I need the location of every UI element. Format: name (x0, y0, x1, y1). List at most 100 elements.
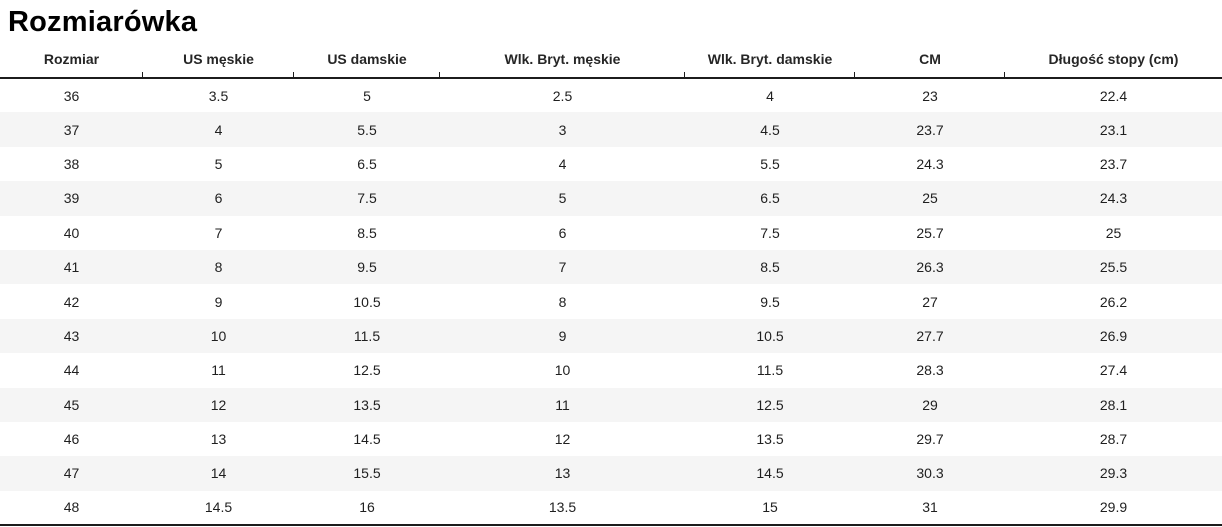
table-cell: 44 (63, 362, 80, 379)
table-cell: 14.5 (756, 465, 784, 482)
table-row: 37 4 5.5 3 4.5 23.7 23.1 (0, 112, 1222, 147)
table-row: 36 3.5 5 2.5 4 23 22.4 (0, 78, 1222, 112)
table-cell: 6.5 (357, 155, 377, 172)
table-cell: 7.5 (760, 224, 780, 241)
table-cell: 37 (63, 121, 80, 138)
table-cell: 16 (359, 499, 375, 516)
table-row: 38 5 6.5 4 5.5 24.3 23.7 (0, 147, 1222, 181)
table-cell: 8 (214, 259, 223, 276)
table-cell: 7 (558, 259, 567, 276)
table-cell: 14.5 (353, 431, 381, 448)
table-cell: 5 (363, 87, 371, 104)
table-cell: 5.5 (760, 155, 780, 172)
table-cell: 4 (766, 87, 774, 104)
table-cell: 9 (214, 293, 223, 310)
table-cell: 6 (214, 190, 223, 207)
table-cell: 27 (922, 293, 938, 310)
table-cell: 48 (63, 499, 80, 516)
table-cell: 9.5 (357, 259, 377, 276)
table-row: 46 13 14.5 12 13.5 29.7 28.7 (0, 422, 1222, 456)
table-cell: 47 (63, 465, 80, 482)
column-header: US damskie (293, 40, 440, 79)
table-cell: 36 (63, 87, 80, 104)
table-cell: 23 (922, 87, 938, 104)
table-cell: 42 (63, 293, 80, 310)
table-cell: 29 (922, 396, 938, 413)
table-row: 47 14 15.5 13 14.5 30.3 29.3 (0, 456, 1222, 491)
table-cell: 10.5 (353, 293, 381, 310)
table-cell: 38 (63, 155, 80, 172)
table-cell: 6.5 (760, 190, 780, 207)
table-cell: 26.3 (916, 259, 944, 276)
table-cell: 13.5 (548, 499, 577, 516)
table-cell: 41 (63, 259, 80, 276)
table-cell: 9 (558, 327, 567, 344)
table-cell: 13 (210, 431, 227, 448)
table-cell: 25 (922, 190, 938, 207)
table-cell: 25.7 (916, 224, 944, 241)
table-row: 43 10 11.5 9 10.5 27.7 26.9 (0, 318, 1222, 354)
column-header: US męskie (142, 40, 294, 79)
table-cell: 15.5 (353, 465, 381, 482)
table-cell: 13.5 (353, 396, 381, 413)
table-cell: 8 (558, 293, 567, 310)
table-cell: 24.3 (1099, 190, 1128, 207)
table-cell: 2.5 (552, 87, 573, 104)
table-cell: 29.9 (1099, 499, 1128, 516)
table-cell: 27.4 (1099, 362, 1128, 379)
table-row: 40 7 8.5 6 7.5 25.7 25 (0, 216, 1222, 250)
table-cell: 12 (210, 396, 227, 413)
table-cell: 28.1 (1099, 396, 1128, 413)
header-row: Rozmiar US męskie US damskie Wlk. Bryt. męs… (0, 40, 1222, 79)
table-cell: 14 (210, 465, 227, 482)
column-header: Rozmiar (0, 40, 143, 79)
table-cell: 4 (214, 121, 223, 138)
table-cell: 46 (63, 431, 80, 448)
table-row: 39 6 7.5 5 6.5 25 24.3 (0, 181, 1222, 216)
table-cell: 4 (558, 155, 567, 172)
table-cell: 25 (1105, 224, 1122, 241)
table-body: 36 3.5 5 2.5 4 23 22.4 37 4 5.5 3 4.5 23.7 23.1 38 5 6.5… (0, 78, 1222, 525)
table-cell: 11.5 (756, 362, 784, 379)
table-cell: 39 (63, 190, 80, 207)
column-header: Długość stopy (cm) (1004, 40, 1222, 79)
table-header: Rozmiar US męskie US damskie Wlk. Bryt. męs… (0, 40, 1222, 79)
table-cell: 24.3 (916, 155, 944, 172)
table-cell: 14.5 (204, 499, 233, 516)
table-cell: 27.7 (916, 327, 944, 344)
table-cell: 4.5 (760, 121, 780, 138)
table-cell: 29.7 (916, 431, 944, 448)
table-cell: 6 (558, 224, 567, 241)
table-cell: 23.7 (916, 121, 944, 138)
table-cell: 10 (554, 362, 571, 379)
table-cell: 15 (762, 499, 778, 516)
table-row: 42 9 10.5 8 9.5 27 26.2 (0, 284, 1222, 318)
table-cell: 45 (63, 396, 80, 413)
table-cell: 13.5 (756, 431, 784, 448)
table-row: 44 11 12.5 10 11.5 28.3 27.4 (0, 353, 1222, 387)
table-cell: 28.7 (1099, 431, 1128, 448)
table-cell: 30.3 (916, 465, 944, 482)
table-cell: 5 (558, 190, 567, 207)
column-header: Wlk. Bryt. męskie (439, 40, 685, 79)
table-cell: 7 (214, 224, 223, 241)
table-cell: 23.7 (1099, 155, 1128, 172)
table-cell: 26.2 (1099, 293, 1128, 310)
table-cell: 11 (211, 362, 226, 379)
table-cell: 22.4 (1099, 87, 1128, 104)
table-cell: 12.5 (353, 362, 381, 379)
table-cell: 8.5 (357, 224, 377, 241)
table-cell: 31 (922, 499, 938, 516)
table-row: 48 14.5 16 13.5 15 31 29.9 (0, 491, 1222, 525)
table-cell: 11.5 (353, 327, 381, 344)
page-title: Rozmiarówka (8, 6, 198, 38)
table-cell: 28.3 (916, 362, 944, 379)
table-cell: 13 (554, 465, 571, 482)
table-cell: 25.5 (1099, 259, 1128, 276)
table-cell: 5 (214, 155, 223, 172)
column-header: Wlk. Bryt. damskie (684, 40, 855, 79)
column-header: CM (854, 40, 1005, 79)
table-row: 45 12 13.5 11 12.5 29 28.1 (0, 387, 1222, 422)
table-cell: 29.3 (1099, 465, 1128, 482)
table-cell: 23.1 (1099, 121, 1128, 138)
